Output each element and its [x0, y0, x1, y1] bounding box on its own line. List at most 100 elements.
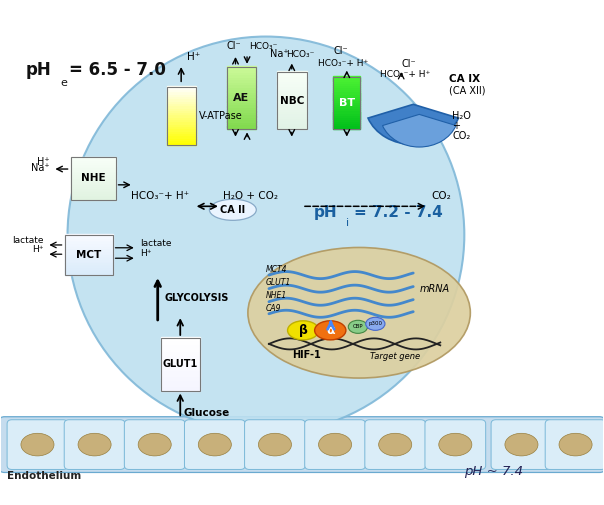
Text: MCT: MCT	[76, 250, 101, 260]
Ellipse shape	[559, 433, 592, 456]
FancyBboxPatch shape	[304, 420, 365, 470]
Bar	[65, 259, 112, 261]
Text: e: e	[60, 78, 67, 88]
Bar	[333, 89, 361, 91]
FancyBboxPatch shape	[7, 420, 68, 470]
Bar	[161, 357, 200, 359]
Bar	[161, 384, 200, 386]
Bar	[71, 172, 115, 174]
Bar	[333, 77, 361, 129]
Bar	[333, 78, 361, 81]
Text: +: +	[452, 122, 460, 131]
Bar	[167, 128, 196, 131]
Bar	[167, 132, 196, 135]
Bar	[71, 179, 115, 181]
Bar	[71, 196, 115, 198]
Bar	[227, 112, 255, 115]
Bar	[71, 157, 115, 200]
Text: NHE: NHE	[81, 173, 105, 183]
Bar	[277, 72, 307, 129]
Bar	[333, 80, 361, 83]
Text: Endothelium: Endothelium	[7, 471, 82, 481]
Bar	[65, 267, 112, 269]
Text: p300: p300	[368, 321, 382, 326]
Bar	[167, 116, 196, 119]
Bar	[71, 192, 115, 194]
Text: pH ~ 7.4: pH ~ 7.4	[464, 466, 523, 479]
Text: MCT4: MCT4	[266, 265, 288, 274]
Wedge shape	[382, 115, 456, 147]
Bar	[161, 344, 200, 346]
Bar	[277, 96, 307, 99]
Bar	[277, 106, 307, 109]
Text: Target gene: Target gene	[370, 352, 420, 361]
FancyBboxPatch shape	[184, 420, 245, 470]
Text: β: β	[299, 324, 307, 337]
FancyBboxPatch shape	[491, 420, 552, 470]
Bar	[277, 122, 307, 125]
Text: NBC: NBC	[280, 95, 304, 106]
FancyBboxPatch shape	[545, 420, 604, 470]
Ellipse shape	[505, 433, 538, 456]
Bar	[227, 124, 255, 127]
Bar	[333, 114, 361, 117]
Bar	[227, 89, 255, 92]
Bar	[227, 84, 255, 87]
Bar	[227, 76, 255, 79]
Ellipse shape	[318, 433, 352, 456]
Bar	[277, 104, 307, 107]
Text: NHE1: NHE1	[266, 291, 287, 300]
Text: Cl⁻: Cl⁻	[226, 41, 242, 51]
Bar	[227, 107, 255, 110]
Bar	[167, 105, 196, 108]
Bar	[167, 88, 196, 91]
Bar	[227, 81, 255, 84]
Bar	[227, 71, 255, 74]
Text: HCO₃⁻+ H⁺: HCO₃⁻+ H⁺	[130, 191, 189, 201]
Bar	[167, 135, 196, 137]
Bar	[333, 95, 361, 98]
Bar	[161, 346, 200, 348]
Bar	[71, 170, 115, 172]
Bar	[333, 76, 361, 79]
Wedge shape	[368, 105, 458, 144]
Bar	[277, 113, 307, 116]
Bar	[277, 85, 307, 88]
Bar	[71, 191, 115, 193]
Bar	[167, 114, 196, 117]
Bar	[277, 90, 307, 92]
Bar	[167, 137, 196, 140]
Bar	[71, 189, 115, 191]
Text: Glucose: Glucose	[183, 408, 230, 418]
Bar	[227, 99, 255, 102]
Bar	[71, 169, 115, 171]
Bar	[333, 112, 361, 115]
Bar	[277, 94, 307, 97]
Bar	[71, 158, 115, 161]
Bar	[167, 130, 196, 133]
FancyBboxPatch shape	[0, 417, 604, 473]
Text: mRNA: mRNA	[419, 284, 449, 294]
Bar	[65, 263, 112, 266]
Bar	[161, 380, 200, 382]
FancyBboxPatch shape	[425, 420, 486, 470]
Text: H⁺: H⁺	[140, 249, 151, 258]
Ellipse shape	[439, 433, 472, 456]
Text: GLUT1: GLUT1	[266, 278, 291, 287]
Bar	[277, 115, 307, 118]
Bar	[161, 361, 200, 363]
Bar	[65, 238, 112, 240]
Text: CO₂: CO₂	[452, 131, 471, 141]
Bar	[227, 86, 255, 89]
Bar	[227, 102, 255, 105]
Bar	[333, 102, 361, 104]
Bar	[277, 74, 307, 76]
Bar	[65, 242, 112, 244]
Bar	[161, 382, 200, 384]
Bar	[277, 99, 307, 102]
Bar	[277, 87, 307, 90]
Text: HIF-1: HIF-1	[292, 350, 321, 361]
Text: Na⁺: Na⁺	[269, 48, 288, 59]
Bar	[71, 194, 115, 196]
Bar	[333, 93, 361, 96]
